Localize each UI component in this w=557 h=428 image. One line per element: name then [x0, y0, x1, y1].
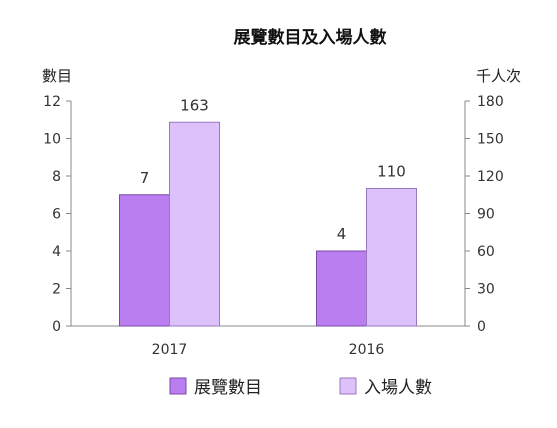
left-tick-label: 10: [43, 132, 61, 148]
legend: 展覽數目 入場人數: [169, 377, 432, 398]
data-label: 7: [140, 169, 150, 187]
chart-title: 展覽數目及入場人數: [234, 27, 387, 48]
data-label: 163: [180, 96, 209, 114]
data-label: 4: [337, 225, 347, 243]
right-tick-label: 180: [477, 94, 504, 110]
category-label: 2016: [349, 342, 385, 358]
data-label: 110: [377, 163, 406, 181]
right-tick-label: 0: [477, 319, 486, 335]
bar: [366, 188, 417, 327]
right-tick-label: 120: [477, 169, 504, 185]
left-tick-label: 4: [52, 244, 61, 260]
legend-swatch: [339, 377, 357, 395]
legend-label: 入場人數: [364, 378, 432, 398]
bars: [119, 121, 417, 327]
right-axis-title: 千人次: [476, 67, 521, 85]
right-tick-label: 90: [477, 207, 495, 223]
legend-label: 展覽數目: [194, 378, 262, 398]
left-axis-title: 數目: [42, 67, 72, 85]
left-tick-label: 0: [52, 319, 61, 335]
left-tick-label: 2: [52, 282, 61, 298]
left-tick-label: 8: [52, 169, 61, 185]
legend-swatch: [169, 377, 187, 395]
right-tick-label: 150: [477, 132, 504, 148]
data-labels: 7 163 2017 4 110 2016: [140, 96, 406, 358]
left-tick-label: 12: [43, 94, 61, 110]
bar: [316, 250, 367, 327]
bar: [169, 121, 220, 327]
category-label: 2017: [152, 342, 188, 358]
left-tick-label: 6: [52, 207, 61, 223]
right-tick-label: 60: [477, 244, 495, 260]
right-tick-label: 30: [477, 282, 495, 298]
bar: [119, 194, 170, 327]
